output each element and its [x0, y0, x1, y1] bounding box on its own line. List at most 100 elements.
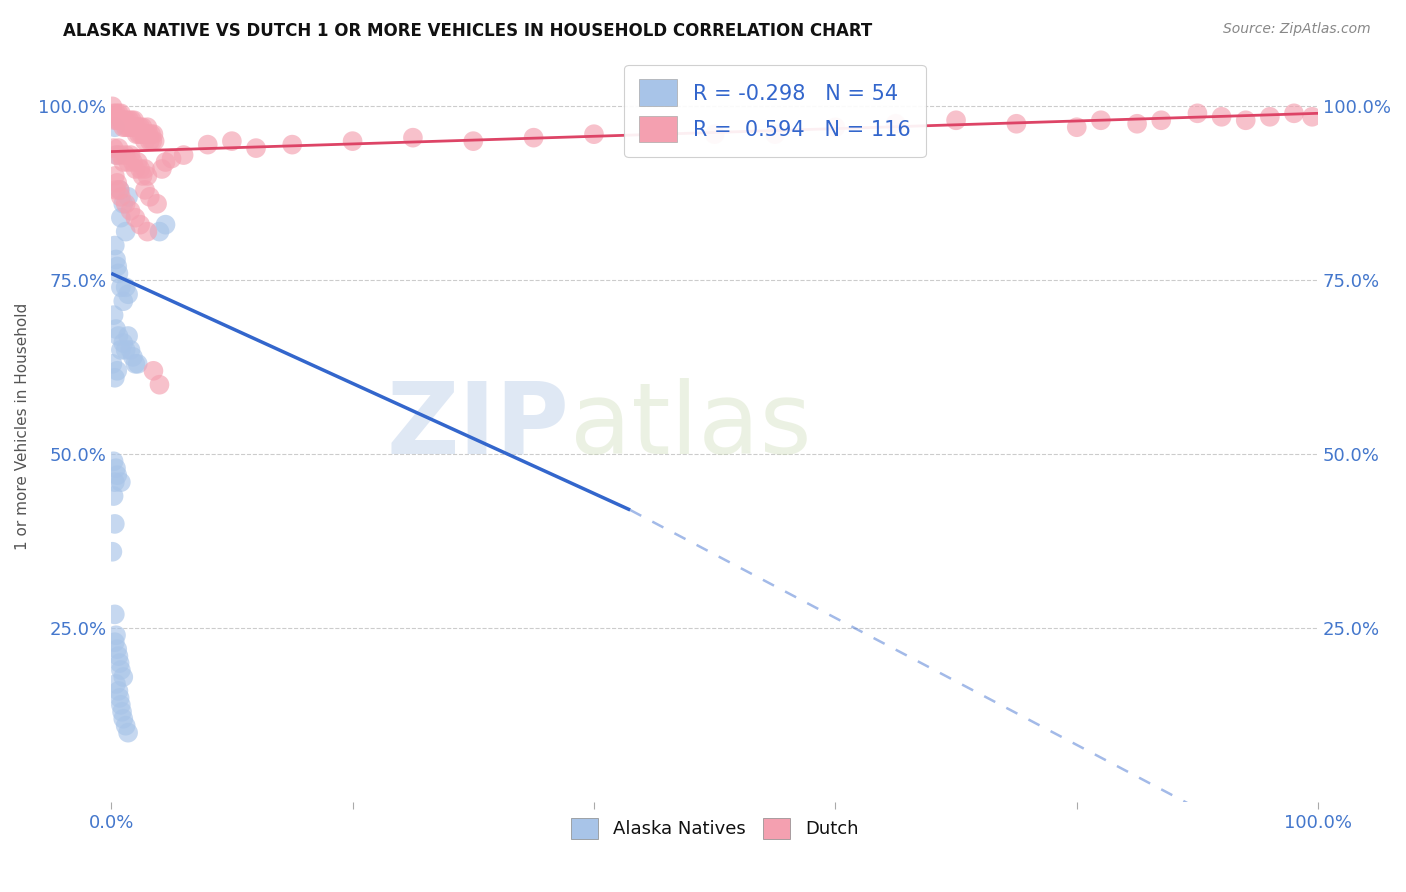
Point — [105, 183, 128, 197]
Point — [114, 225, 136, 239]
Point — [114, 196, 136, 211]
Point — [104, 120, 127, 135]
Point — [107, 329, 129, 343]
Point — [107, 684, 129, 698]
Point — [122, 155, 145, 169]
Point — [136, 169, 159, 183]
Point — [110, 106, 132, 120]
Point — [117, 120, 139, 135]
Point — [107, 141, 129, 155]
Point — [121, 113, 143, 128]
Point — [129, 218, 152, 232]
Point — [1211, 110, 1233, 124]
Point — [105, 106, 128, 120]
Point — [105, 148, 128, 162]
Point — [120, 120, 142, 135]
Point — [112, 712, 135, 726]
Point — [160, 152, 183, 166]
Point — [122, 350, 145, 364]
Text: ZIP: ZIP — [387, 378, 569, 475]
Point — [104, 169, 127, 183]
Point — [112, 335, 135, 350]
Point — [120, 203, 142, 218]
Point — [105, 176, 128, 190]
Point — [104, 113, 127, 128]
Point — [103, 489, 125, 503]
Point — [1187, 106, 1209, 120]
Point — [127, 155, 149, 169]
Point — [1234, 113, 1257, 128]
Point — [108, 113, 131, 128]
Point — [108, 183, 131, 197]
Point — [117, 287, 139, 301]
Point — [111, 113, 134, 128]
Point — [114, 280, 136, 294]
Point — [824, 120, 846, 135]
Point — [110, 148, 132, 162]
Point — [114, 113, 136, 128]
Text: atlas: atlas — [569, 378, 811, 475]
Point — [114, 719, 136, 733]
Point — [148, 377, 170, 392]
Point — [135, 127, 157, 141]
Point — [107, 266, 129, 280]
Point — [115, 113, 138, 128]
Point — [142, 364, 165, 378]
Point — [124, 357, 146, 371]
Point — [127, 357, 149, 371]
Point — [104, 516, 127, 531]
Point — [582, 127, 605, 141]
Point — [103, 141, 125, 155]
Point — [107, 106, 129, 120]
Point — [134, 161, 156, 176]
Y-axis label: 1 or more Vehicles in Household: 1 or more Vehicles in Household — [15, 303, 30, 550]
Point — [127, 120, 149, 135]
Point — [104, 370, 127, 384]
Point — [105, 642, 128, 657]
Point — [1090, 113, 1112, 128]
Point — [104, 607, 127, 622]
Point — [136, 225, 159, 239]
Point — [110, 663, 132, 677]
Point — [124, 161, 146, 176]
Point — [112, 120, 135, 135]
Point — [155, 218, 177, 232]
Point — [125, 127, 148, 141]
Point — [112, 294, 135, 309]
Point — [173, 148, 195, 162]
Point — [105, 364, 128, 378]
Point — [150, 161, 173, 176]
Point — [105, 252, 128, 267]
Point — [108, 690, 131, 705]
Point — [105, 322, 128, 336]
Point — [114, 343, 136, 357]
Point — [129, 120, 152, 135]
Point — [703, 127, 725, 141]
Point — [114, 120, 136, 135]
Point — [112, 155, 135, 169]
Point — [122, 113, 145, 128]
Point — [110, 190, 132, 204]
Point — [103, 454, 125, 468]
Point — [105, 148, 128, 162]
Point — [148, 225, 170, 239]
Point — [1126, 117, 1149, 131]
Point — [142, 127, 165, 141]
Point — [141, 134, 163, 148]
Point — [155, 155, 177, 169]
Point — [523, 130, 546, 145]
Point — [122, 120, 145, 135]
Point — [945, 113, 967, 128]
Point — [131, 169, 153, 183]
Point — [105, 113, 128, 128]
Point — [131, 127, 153, 141]
Point — [342, 134, 364, 148]
Point — [134, 183, 156, 197]
Point — [281, 137, 304, 152]
Point — [101, 545, 124, 559]
Point — [105, 461, 128, 475]
Point — [131, 120, 153, 135]
Point — [136, 120, 159, 135]
Point — [110, 343, 132, 357]
Point — [101, 357, 124, 371]
